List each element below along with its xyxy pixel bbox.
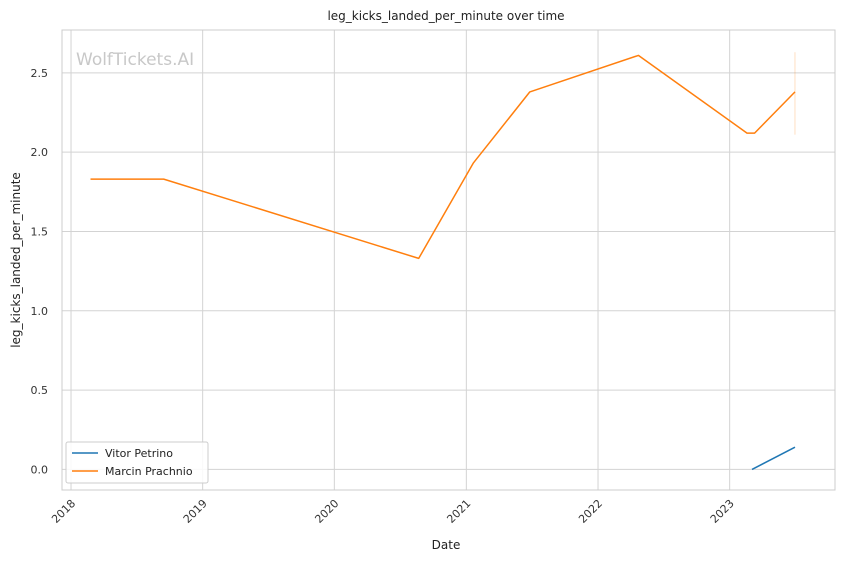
legend-label-marcin-prachnio: Marcin Prachnio [105,465,193,478]
legend-box [65,441,209,484]
y-axis-label: leg_kicks_landed_per_minute [9,172,23,348]
x-axis-label: Date [432,538,461,552]
y-tick-label-1.0: 1.0 [31,305,49,318]
chart-title: leg_kicks_landed_per_minute over time [327,9,564,23]
y-tick-label-2.5: 2.5 [31,67,49,80]
series-line-marcin-prachnio [90,54,796,260]
y-tick-labels: 0.0 0.5 1.0 1.5 2.0 2.5 [31,67,49,477]
legend-label-vitor-petrino: Vitor Petrino [105,447,173,460]
legend: Vitor Petrino Marcin Prachnio [65,441,209,484]
y-tick-label-2.0: 2.0 [31,146,49,159]
series-line-vitor-petrino [751,446,796,471]
y-tick-label-0.5: 0.5 [31,384,49,397]
watermark: WolfTickets.AI [76,50,194,70]
grid [62,30,835,490]
y-tick-label-1.5: 1.5 [31,225,49,238]
y-tick-label-0.0: 0.0 [31,463,49,476]
series-layer [90,52,796,471]
plot-frame [61,29,836,491]
